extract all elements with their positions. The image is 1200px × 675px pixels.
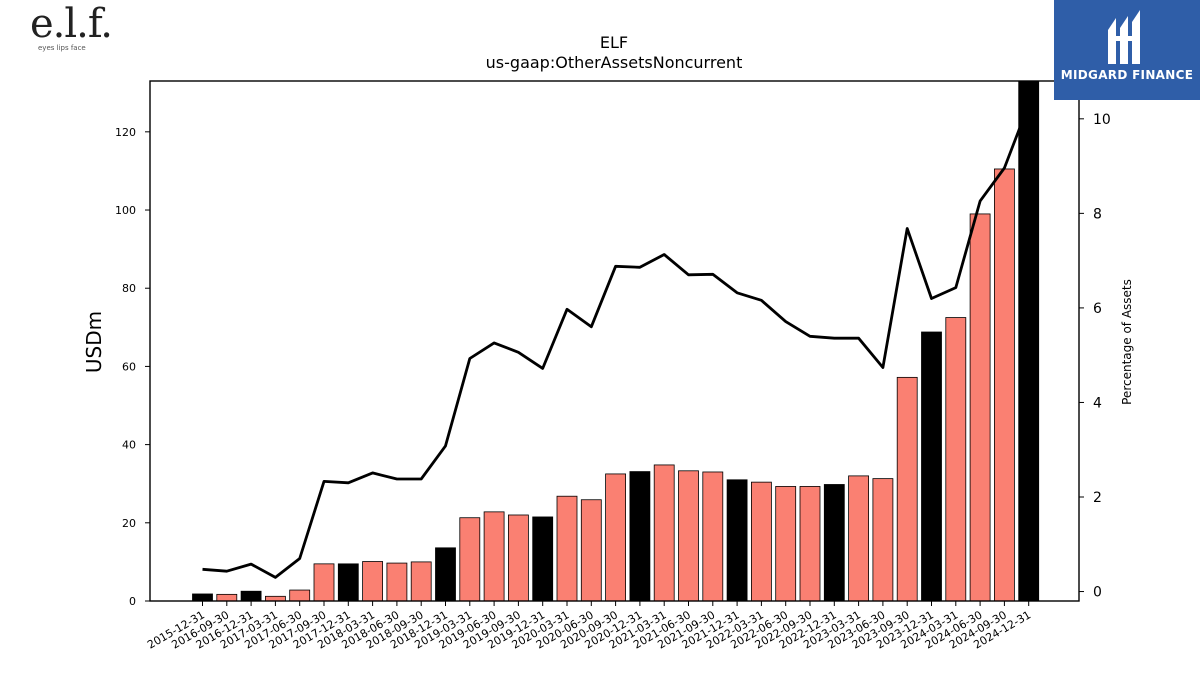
bar-2022-06-30: [775, 486, 797, 602]
bar-2018-12-31: [435, 547, 456, 602]
line-group: [202, 104, 1031, 579]
y2-tick-label-8: 8: [1093, 206, 1102, 222]
bar-2022-09-30: [799, 486, 821, 602]
bar-2017-06-30: [289, 589, 311, 602]
plot-frame: [149, 80, 1080, 602]
bar-2019-12-31: [532, 516, 554, 602]
bar-2016-09-30: [216, 593, 238, 602]
bar-2023-09-30: [896, 376, 918, 602]
y-tick-label-40: 40: [122, 439, 136, 452]
y-tick-label-100: 100: [115, 204, 136, 217]
y2-tick-label-2: 2: [1093, 490, 1102, 506]
midgard-mark-icon: [1108, 10, 1140, 64]
bar-2019-06-30: [483, 511, 505, 602]
bars-group: [192, 80, 1040, 602]
chart-title: ELF: [600, 33, 628, 52]
bar-2024-06-30: [969, 213, 991, 602]
bar-2023-12-31: [921, 331, 942, 602]
y2-tick-label-10: 10: [1093, 112, 1111, 128]
bar-2021-12-31: [726, 479, 748, 602]
y2-tick-label-4: 4: [1093, 395, 1102, 411]
bar-2021-03-31: [653, 464, 675, 602]
y-tick-label-0: 0: [129, 595, 136, 608]
midgard-finance-logo: MIDGARD FINANCE: [1054, 0, 1200, 100]
line-series-percentage: [202, 104, 1031, 579]
bar-2019-09-30: [507, 514, 529, 602]
bar-2021-09-30: [702, 471, 724, 602]
chart-subtitle: us-gaap:OtherAssetsNoncurrent: [486, 53, 743, 72]
bar-2022-03-31: [751, 481, 772, 602]
bar-2018-03-31: [362, 561, 384, 602]
y-tick-label-60: 60: [122, 360, 136, 373]
bar-2020-09-30: [605, 473, 626, 602]
elf-logo-tagline: eyes lips face: [38, 44, 86, 52]
y-axis-label: USDm: [82, 311, 106, 373]
bar-2023-06-30: [872, 478, 894, 602]
y2-tick-label-6: 6: [1093, 301, 1102, 317]
bar-2024-03-31: [945, 317, 967, 602]
bar-2015-12-31: [192, 593, 213, 602]
elf-logo: e.l.f. eyes lips face: [30, 1, 113, 62]
bar-2016-12-31: [240, 590, 262, 602]
bar-2023-03-31: [848, 475, 869, 602]
bar-2022-12-31: [823, 484, 845, 602]
bar-2018-06-30: [386, 562, 408, 602]
bar-2024-12-31: [1018, 80, 1040, 602]
bar-2020-03-31: [556, 495, 578, 602]
bar-2024-09-30: [994, 168, 1015, 602]
midgard-logo-text: MIDGARD FINANCE: [1060, 68, 1194, 82]
elf-logo-text: e.l.f.: [30, 1, 113, 47]
bar-2017-09-30: [313, 563, 335, 602]
y-tick-label-120: 120: [115, 126, 136, 139]
y2-tick-label-0: 0: [1093, 585, 1102, 601]
y-tick-label-20: 20: [122, 517, 136, 530]
bar-2020-12-31: [629, 471, 651, 602]
bar-2021-06-30: [678, 470, 699, 602]
x-tick-labels: 2015-12-312016-09-302016-12-312017-03-31…: [145, 601, 1033, 652]
bar-2017-03-31: [264, 595, 286, 602]
bar-2019-03-31: [459, 517, 481, 602]
y-tick-label-80: 80: [122, 282, 136, 295]
bar-2018-09-30: [410, 561, 432, 602]
bar-2017-12-31: [337, 563, 359, 602]
axes-group: 0 20 40 60 80 100 120 0 2 4 6 8 10: [115, 80, 1111, 608]
y2-axis-label: Percentage of Assets: [1120, 279, 1134, 405]
bar-2020-06-30: [580, 499, 602, 602]
